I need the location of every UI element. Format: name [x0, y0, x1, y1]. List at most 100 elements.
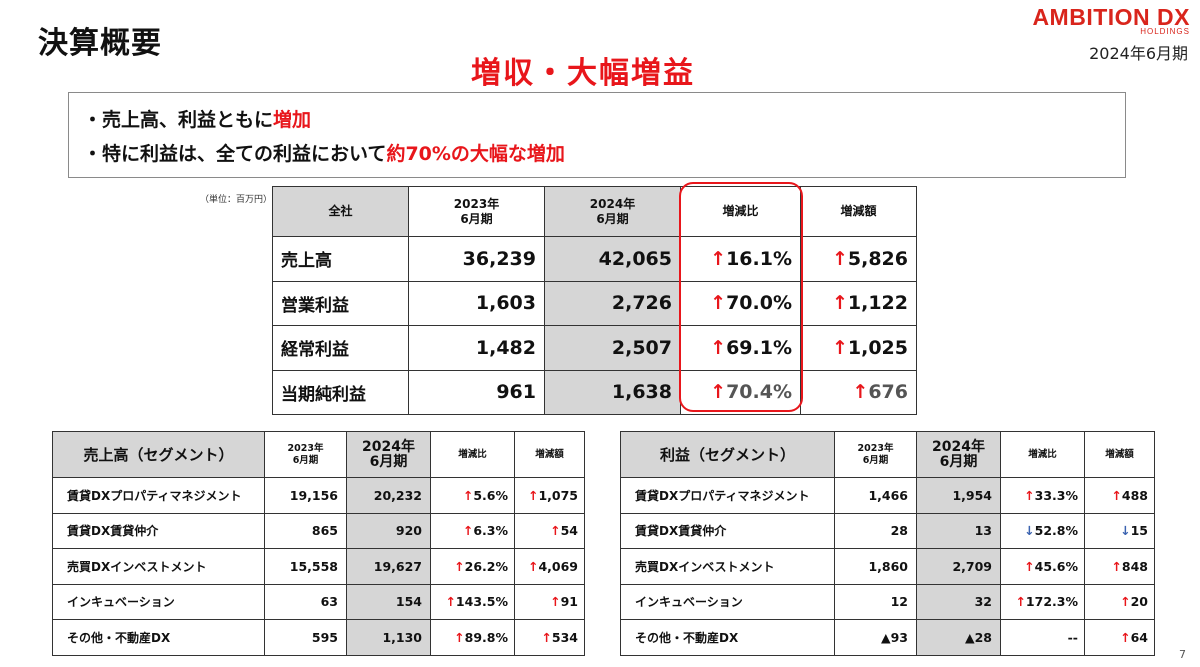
fiscal-period: 2024年6月期 [1089, 44, 1188, 63]
value-fy2024: 1,638 [544, 369, 681, 415]
change-ratio-cell: ↑5.6% [430, 477, 515, 514]
header-change-amount: 増減額 [800, 186, 917, 237]
change-amount-cell: ↑5,826 [800, 236, 917, 282]
arrow-up-icon: ↑ [462, 487, 474, 503]
change-ratio-cell: ↑45.6% [1000, 548, 1085, 585]
arrow-up-icon: ↑ [454, 558, 465, 574]
value-fy2023: 595 [264, 619, 347, 656]
table-row: 売買DXインベストメント 1,860 2,709 ↑45.6% ↑848 [620, 548, 1155, 585]
arrow-up-icon: ↑ [541, 629, 552, 645]
change-amount-cell: ↑64 [1084, 619, 1155, 656]
header-fy2023: 2023年 6月期 [408, 186, 545, 237]
change-ratio: 33.3% [1034, 487, 1078, 503]
value-fy2023: 15,558 [264, 548, 347, 585]
change-amount-cell: ↑1,075 [514, 477, 585, 514]
table-row: 賃貸DX賃貸仲介 28 13 ↓52.8% ↓15 [620, 512, 1155, 549]
table-row: インキュベーション 63 154 ↑143.5% ↑91 [52, 583, 585, 620]
change-amount: 5,826 [847, 247, 908, 270]
header-category: 全社 [272, 186, 409, 237]
header-fy2024: 2024年 6月期 [346, 431, 431, 478]
value-fy2023: 19,156 [264, 477, 347, 514]
value-fy2024: 2,726 [544, 280, 681, 326]
change-amount-cell: ↓15 [1084, 512, 1155, 549]
change-ratio-cell: ↑69.1% [680, 325, 801, 371]
change-ratio: 70.4% [726, 381, 792, 404]
row-label: その他・不動産DX [620, 619, 835, 656]
arrow-up-icon: ↑ [710, 292, 727, 315]
change-ratio: 16.1% [726, 247, 792, 270]
header-fy2023: 2023年 6月期 [264, 431, 347, 478]
change-ratio: 69.1% [726, 336, 792, 359]
change-amount-cell: ↑4,069 [514, 548, 585, 585]
change-ratio: -- [1067, 629, 1078, 645]
value-fy2023: 12 [834, 583, 917, 620]
summary-line-2-text: ・特に利益は、全ての利益において [83, 143, 387, 165]
change-amount-cell: ↑91 [514, 583, 585, 620]
arrow-down-icon: ↓ [1024, 523, 1035, 539]
value-fy2023: 28 [834, 512, 917, 549]
change-ratio: 70.0% [726, 292, 792, 315]
table-row: インキュベーション 12 32 ↑172.3% ↑20 [620, 583, 1155, 620]
value-fy2024: 2,709 [916, 548, 1001, 585]
change-amount-cell: ↑1,122 [800, 280, 917, 326]
headline: 増収・大幅増益 [471, 56, 695, 91]
header-change-ratio: 増減比 [680, 186, 801, 237]
change-amount: 20 [1130, 594, 1148, 610]
header-change-amount: 増減額 [1084, 431, 1155, 478]
row-label: 営業利益 [272, 280, 409, 326]
change-ratio-cell: ↑70.4% [680, 369, 801, 415]
table-row: その他・不動産DX ▲93 ▲28 -- ↑64 [620, 619, 1155, 656]
value-fy2023: ▲93 [834, 619, 917, 656]
table-row: 営業利益 1,603 2,726 ↑70.0% ↑1,122 [272, 280, 917, 326]
header-fy2024: 2024年 6月期 [916, 431, 1001, 478]
value-fy2023: 1,860 [834, 548, 917, 585]
value-fy2024: 1,130 [346, 619, 431, 656]
arrow-up-icon: ↑ [527, 558, 539, 574]
change-amount: 91 [560, 594, 578, 610]
arrow-up-icon: ↑ [1024, 558, 1035, 574]
row-label: 賃貸DX賃貸仲介 [620, 512, 835, 549]
profit-segment-table: 利益（セグメント） 2023年 6月期 2024年 6月期 増減比 増減額 賃貸DXプロパテ… [620, 431, 1155, 656]
change-amount: 534 [551, 629, 578, 645]
value-fy2023: 36,239 [408, 236, 545, 282]
change-amount-cell: ↑676 [800, 369, 917, 415]
value-fy2024: 32 [916, 583, 1001, 620]
arrow-up-icon: ↑ [831, 292, 848, 315]
page-number: 7 [1179, 648, 1186, 661]
change-ratio: 5.6% [473, 487, 508, 503]
table-row: 売上高 36,239 42,065 ↑16.1% ↑5,826 [272, 236, 917, 282]
change-ratio-cell: ↑70.0% [680, 280, 801, 326]
arrow-up-icon: ↑ [831, 247, 848, 270]
table-row: その他・不動産DX 595 1,130 ↑89.8% ↑534 [52, 619, 585, 656]
arrow-up-icon: ↑ [550, 523, 561, 539]
value-fy2024: 154 [346, 583, 431, 620]
row-label: 経常利益 [272, 325, 409, 371]
summary-box: ・売上高、利益ともに増加 ・特に利益は、全ての利益において約70%の大幅な増加 [68, 92, 1126, 178]
value-fy2024: 19,627 [346, 548, 431, 585]
value-fy2024: ▲28 [916, 619, 1001, 656]
change-ratio-cell: -- [1000, 619, 1085, 656]
value-fy2024: 920 [346, 512, 431, 549]
change-ratio-cell: ↑143.5% [430, 583, 515, 620]
change-ratio: 45.6% [1034, 558, 1078, 574]
table-row: 賃貸DXプロパティマネジメント 1,466 1,954 ↑33.3% ↑488 [620, 477, 1155, 514]
row-label: インキュベーション [52, 583, 265, 620]
change-amount: 1,025 [847, 336, 908, 359]
arrow-down-icon: ↓ [1120, 523, 1131, 539]
change-amount: 488 [1121, 487, 1148, 503]
arrow-up-icon: ↑ [710, 381, 727, 404]
arrow-up-icon: ↑ [831, 336, 848, 359]
row-label: その他・不動産DX [52, 619, 265, 656]
change-amount-cell: ↑534 [514, 619, 585, 656]
table-header-row: 売上高（セグメント） 2023年 6月期 2024年 6月期 増減比 増減額 [52, 431, 585, 478]
change-amount: 1,122 [847, 292, 908, 315]
change-amount: 54 [560, 523, 578, 539]
table-header-row: 全社 2023年 6月期 2024年 6月期 増減比 増減額 [272, 186, 917, 237]
change-amount-cell: ↑20 [1084, 583, 1155, 620]
change-ratio: 143.5% [455, 594, 508, 610]
change-ratio-cell: ↓52.8% [1000, 512, 1085, 549]
arrow-up-icon: ↑ [462, 523, 474, 539]
sales-segment-table: 売上高（セグメント） 2023年 6月期 2024年 6月期 増減比 増減額 賃貸DXプロパ… [52, 431, 585, 656]
summary-line-1: ・売上高、利益ともに増加 [83, 105, 1125, 139]
header-category: 利益（セグメント） [620, 431, 835, 478]
